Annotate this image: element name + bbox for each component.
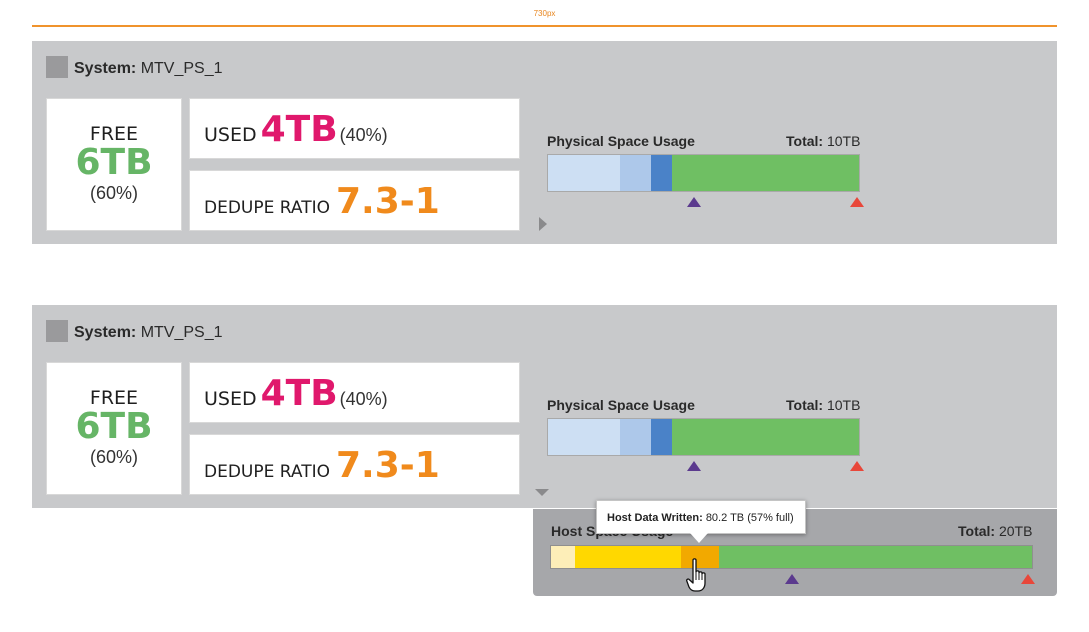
limit-marker-icon	[849, 461, 864, 471]
free-percent: (60%)	[89, 183, 138, 203]
physical-usage-title: Physical Space Usage	[547, 397, 695, 413]
tooltip-value: 80.2 TB (57% full)	[705, 512, 794, 524]
free-value: 6TB	[75, 406, 153, 447]
expand-arrow-icon[interactable]	[539, 217, 547, 231]
hand-cursor-icon	[686, 558, 712, 599]
free-card: FREE 6TB (60%)	[46, 362, 182, 495]
free-value: 6TB	[75, 142, 153, 183]
used-card: USED 4TB (40%)	[189, 98, 520, 159]
tooltip-pointer	[690, 533, 708, 543]
host-data-tooltip: Host Data Written: 80.2 TB (57% full)	[596, 500, 806, 534]
usage-segment[interactable]	[680, 546, 720, 568]
system-label: System:	[74, 324, 137, 341]
used-label: USED	[204, 388, 257, 410]
used-percent: (40%)	[339, 125, 388, 145]
usage-segment[interactable]	[672, 419, 859, 455]
collapse-arrow-icon[interactable]	[535, 489, 549, 496]
usage-segment[interactable]	[619, 419, 651, 455]
host-total-value: 20TB	[998, 523, 1033, 539]
threshold-marker-icon	[687, 197, 702, 207]
usage-segment[interactable]	[575, 546, 681, 568]
system-title: System: MTV_PS_1	[74, 60, 223, 78]
limit-marker-icon	[849, 197, 864, 207]
threshold-marker-icon	[687, 461, 702, 471]
system-icon	[46, 320, 68, 342]
free-label: FREE	[89, 387, 139, 409]
width-ruler-label: 730px	[533, 9, 556, 18]
dedupe-label: DEDUPE RATIO	[204, 198, 330, 218]
used-label: USED	[204, 124, 257, 146]
host-total-label: Total:	[958, 523, 996, 539]
system-name: MTV_PS_1	[140, 60, 223, 77]
free-card: FREE 6TB (60%)	[46, 98, 182, 231]
usage-segment[interactable]	[619, 155, 651, 191]
dedupe-value: 7.3-1	[335, 181, 440, 222]
dedupe-card: DEDUPE RATIO 7.3-1	[189, 170, 520, 231]
threshold-marker-icon	[784, 574, 799, 584]
used-card: USED 4TB (40%)	[189, 362, 520, 423]
width-ruler-line	[32, 25, 1057, 27]
system-label: System:	[74, 60, 137, 77]
system-icon	[46, 56, 68, 78]
system-name: MTV_PS_1	[140, 324, 223, 341]
free-percent: (60%)	[89, 447, 138, 467]
usage-segment[interactable]	[719, 546, 1032, 568]
system-panel-expanded: System: MTV_PS_1 FREE 6TB (60%) USED 4TB(…	[32, 305, 1057, 508]
dedupe-value: 7.3-1	[335, 445, 440, 486]
used-percent: (40%)	[339, 389, 388, 409]
physical-usage-total: Total: 10TB	[786, 397, 860, 413]
usage-segment[interactable]	[551, 546, 576, 568]
system-panel-collapsed: System: MTV_PS_1 FREE 6TB (60%) USED 4TB(…	[32, 41, 1057, 244]
dedupe-card: DEDUPE RATIO 7.3-1	[189, 434, 520, 495]
used-value: 4TB	[260, 109, 338, 150]
usage-segment[interactable]	[548, 155, 620, 191]
total-value: 10TB	[826, 133, 861, 149]
usage-segment[interactable]	[650, 155, 673, 191]
usage-segment[interactable]	[650, 419, 673, 455]
used-value: 4TB	[260, 373, 338, 414]
free-label: FREE	[89, 123, 139, 145]
physical-usage-bar[interactable]	[547, 154, 860, 192]
usage-segment[interactable]	[672, 155, 859, 191]
physical-usage-title: Physical Space Usage	[547, 133, 695, 149]
system-title: System: MTV_PS_1	[74, 324, 223, 342]
host-usage-bar[interactable]	[550, 545, 1033, 569]
limit-marker-icon	[1021, 574, 1036, 584]
physical-usage-bar[interactable]	[547, 418, 860, 456]
usage-segment[interactable]	[548, 419, 620, 455]
total-label: Total:	[786, 397, 824, 413]
host-usage-total: Total: 20TB	[958, 523, 1032, 539]
total-label: Total:	[786, 133, 824, 149]
physical-usage-total: Total: 10TB	[786, 133, 860, 149]
tooltip-label: Host Data Written:	[607, 512, 703, 524]
dedupe-label: DEDUPE RATIO	[204, 462, 330, 482]
total-value: 10TB	[826, 397, 861, 413]
